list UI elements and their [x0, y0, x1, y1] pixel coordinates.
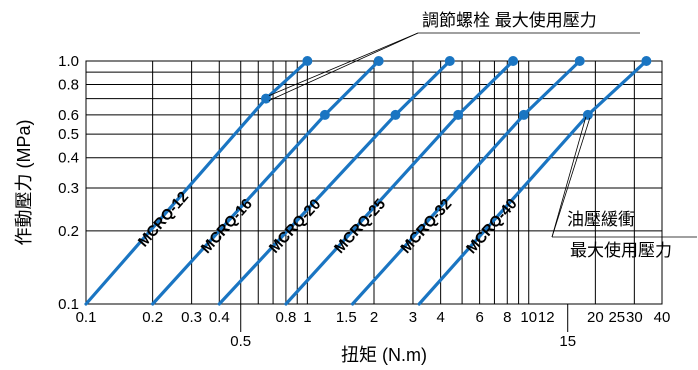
y-tick-label: 0.2 — [58, 223, 79, 240]
y-tick-label: 0.1 — [58, 296, 79, 313]
data-point-marker — [574, 56, 585, 66]
y-tick-labels: 0.1 0.2 0.3 0.4 0.5 0.6 0.8 1.0 — [58, 53, 79, 313]
annotation-leader-line — [551, 117, 591, 238]
y-tick-label: 0.8 — [58, 77, 79, 94]
x-tick-label: 6 — [475, 309, 483, 326]
x-tick-label: 0.2 — [142, 309, 163, 326]
y-tick-label: 0.3 — [58, 180, 79, 197]
series-label: MCRQ-12 — [135, 188, 192, 250]
y-tick-label: 0.4 — [58, 150, 79, 167]
x-tick-label: 0.4 — [209, 309, 230, 326]
series-line-MCRQ-40 — [417, 59, 648, 306]
annotation-oil-damper-line2: 最大使用壓力 — [570, 240, 672, 260]
x-tick-label: 25 — [608, 309, 625, 326]
annotation-oil-damper-line1: 油壓緩衝 — [567, 210, 635, 229]
data-point-marker — [444, 56, 455, 66]
y-tick-label: 1.0 — [58, 53, 79, 70]
grid — [85, 60, 663, 305]
y-tick-label: 0.6 — [58, 107, 79, 124]
data-point-marker — [582, 109, 593, 120]
x-tick-label: 12 — [538, 309, 555, 326]
series-label: MCRQ-32 — [397, 196, 455, 257]
x-tick-label: 30 — [626, 309, 643, 326]
x-tick-label: 0.1 — [76, 309, 97, 326]
series-label: MCRQ-25 — [331, 196, 389, 257]
data-point-marker — [319, 109, 330, 120]
data-point-marker — [453, 109, 464, 120]
series-label: MCRQ-20 — [266, 196, 324, 257]
x-tick-label: 3 — [409, 309, 417, 326]
annotation-leader-line — [551, 116, 587, 238]
x-tick-label: 20 — [587, 309, 604, 326]
series-lines: MCRQ-12 MCRQ-16 MCRQ-20 MCRQ-25 MCRQ-32 MCRQ-… — [84, 56, 652, 306]
annotations: 調節螺栓 最大使用壓力 油壓緩衝 最大使用壓力 — [268, 10, 697, 260]
data-point-marker — [518, 109, 529, 120]
x-tick-label: 2 — [370, 309, 378, 326]
x-tick-label: 40 — [654, 309, 671, 326]
series-line-MCRQ-12 — [84, 59, 309, 306]
annotation-leader-line — [268, 32, 419, 102]
data-point-marker — [390, 109, 401, 120]
x-tick-label: 4 — [436, 309, 444, 326]
data-point-marker — [373, 56, 384, 66]
y-axis-title: 作動壓力 (MPa) — [14, 120, 34, 246]
data-point-marker — [508, 56, 519, 66]
data-point-marker — [260, 93, 271, 104]
x-tick-label: 1 — [303, 309, 311, 326]
series-label: MCRQ-16 — [198, 196, 256, 257]
y-tick-label: 0.5 — [58, 126, 79, 143]
series-line-MCRQ-20 — [217, 59, 452, 306]
x-tick-label: 10 — [520, 309, 537, 326]
x-tick-label: 0.8 — [275, 309, 296, 326]
annotation-leader-line — [268, 32, 419, 97]
data-point-marker — [641, 56, 652, 66]
series-line-MCRQ-32 — [350, 59, 582, 306]
x-tick-label-lower: 15 — [559, 333, 576, 350]
series-label: MCRQ-40 — [463, 195, 521, 257]
x-tick-label: 1.5 — [336, 309, 357, 326]
x-axis-title: 扭矩 (N.m) — [341, 345, 427, 365]
x-tick-label-lower: 0.5 — [230, 333, 251, 350]
x-tick-labels: 0.1 0.2 0.3 0.4 0.8 1 1.5 2 3 4 6 8 10 12 20 25 30 40 0.5 1… — [76, 304, 671, 350]
data-point-marker — [302, 56, 313, 66]
annotation-adjust-screw: 調節螺栓 最大使用壓力 — [422, 10, 597, 30]
x-tick-label: 8 — [503, 309, 511, 326]
x-tick-label: 0.3 — [181, 309, 202, 326]
series-line-MCRQ-25 — [284, 59, 515, 306]
